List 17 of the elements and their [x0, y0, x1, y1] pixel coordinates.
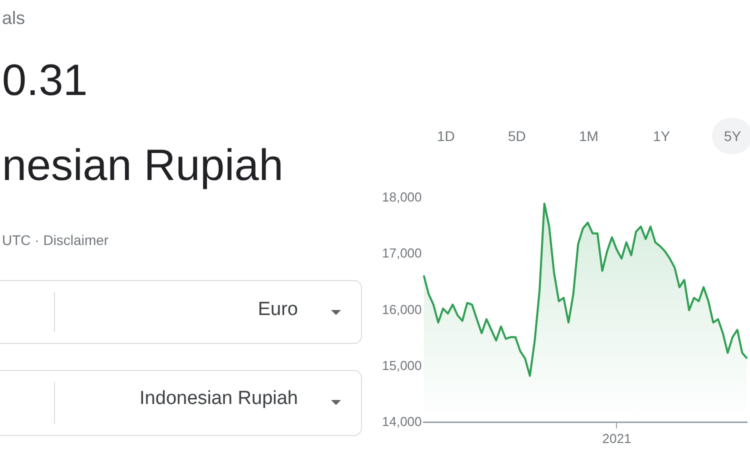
- text: Euro: [258, 299, 298, 322]
- y-tick-label: 16,000: [382, 302, 422, 317]
- y-tick-label: 17,000: [382, 246, 422, 261]
- text: 5D: [508, 128, 526, 145]
- text: 1M: [579, 128, 598, 145]
- y-tick-label: 14,000: [382, 414, 422, 429]
- text: nesian Rupiah: [2, 140, 284, 192]
- text: Indonesian Rupiah: [140, 388, 298, 411]
- text: 1D: [437, 128, 455, 145]
- x-tick-label: 2021: [602, 430, 632, 446]
- text: UTC · Disclaimer: [2, 232, 109, 249]
- y-tick-label: 18,000: [382, 190, 422, 205]
- text: als: [2, 8, 26, 30]
- y-tick-label: 15,000: [382, 358, 422, 373]
- text: 1Y: [653, 128, 670, 145]
- text: 0.31: [2, 55, 88, 107]
- text: 5Y: [724, 128, 742, 145]
